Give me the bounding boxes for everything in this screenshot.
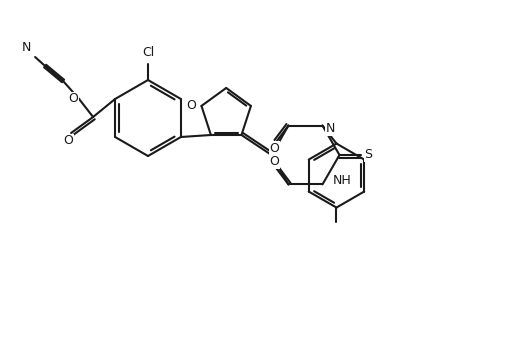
Text: Cl: Cl bbox=[142, 46, 154, 59]
Text: N: N bbox=[22, 41, 31, 54]
Text: O: O bbox=[68, 92, 78, 105]
Text: N: N bbox=[326, 122, 335, 135]
Text: O: O bbox=[186, 100, 197, 113]
Text: O: O bbox=[270, 155, 279, 168]
Text: S: S bbox=[364, 148, 372, 161]
Text: O: O bbox=[270, 142, 279, 155]
Text: O: O bbox=[63, 134, 73, 147]
Text: NH: NH bbox=[332, 174, 351, 187]
